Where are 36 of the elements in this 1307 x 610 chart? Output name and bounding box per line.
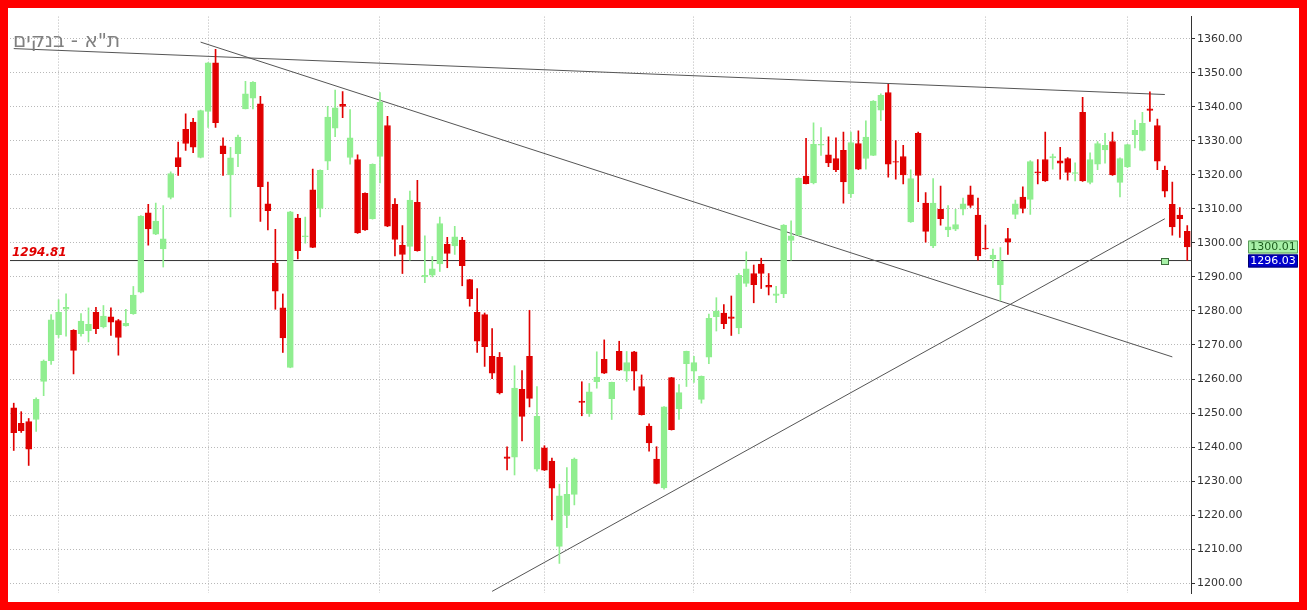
y-tick-label: 1330.00 (1197, 133, 1243, 147)
candlestick (1004, 227, 1012, 255)
y-tick-label: 1200.00 (1197, 576, 1243, 590)
text: 1296.03 (1250, 254, 1296, 268)
y-tick-label: 1280.00 (1197, 303, 1243, 317)
y-tick-label: 1270.00 (1197, 337, 1243, 351)
y-tick-label: 1230.00 (1197, 473, 1243, 487)
candlestick (772, 286, 780, 304)
y-tick-label: 1240.00 (1197, 439, 1243, 453)
y-tick-label: 1250.00 (1197, 405, 1243, 419)
y-tick-label: 1300.00 (1197, 235, 1243, 249)
y-tick-label: 1360.00 (1197, 31, 1243, 45)
y-tick-label: 1260.00 (1197, 371, 1243, 385)
y-tick-label: 1320.00 (1197, 167, 1243, 181)
text: ת"א - בנקים (13, 27, 121, 52)
candlestick (264, 181, 272, 231)
candlestick (1176, 207, 1184, 238)
ref-line-label: 1294.81 (12, 244, 67, 259)
candlestick (593, 351, 601, 389)
candlestick (787, 220, 795, 261)
y-tick-label: 1350.00 (1197, 65, 1243, 79)
candlestick (817, 127, 825, 156)
y-tick-label: 1310.00 (1197, 201, 1243, 215)
y-tick-label: 1340.00 (1197, 99, 1243, 113)
y-tick-label: 1210.00 (1197, 542, 1243, 556)
candlestick (578, 381, 586, 417)
text: 1300.01 (1250, 240, 1296, 254)
y-tick-label: 1220.00 (1197, 507, 1243, 521)
candlestick (301, 216, 309, 244)
candlestick (503, 446, 511, 471)
y-tick-label: 1290.00 (1197, 269, 1243, 283)
candlestick (62, 293, 70, 337)
candlestick (159, 205, 167, 268)
candlestick (765, 273, 773, 296)
candlestick (1146, 91, 1154, 122)
candlestick (1056, 146, 1064, 180)
